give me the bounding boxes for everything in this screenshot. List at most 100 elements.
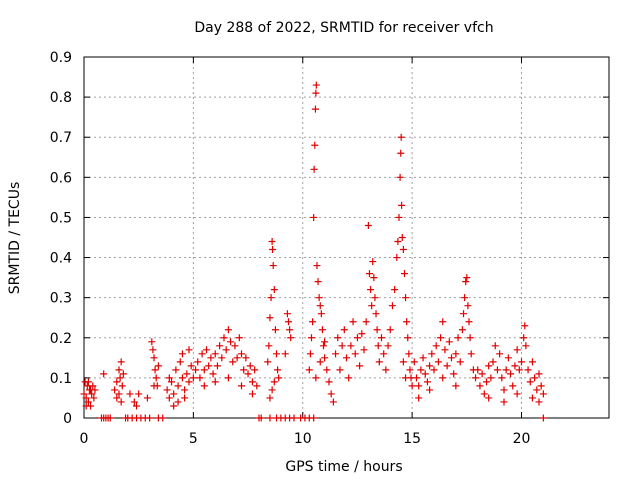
- data-point: [378, 334, 385, 342]
- data-point: [238, 382, 245, 390]
- data-point: [364, 221, 372, 229]
- data-point: [268, 386, 276, 394]
- data-point: [478, 370, 486, 378]
- data-point: [466, 334, 474, 342]
- data-point: [189, 374, 197, 382]
- data-point: [181, 394, 189, 402]
- data-point: [329, 398, 337, 406]
- data-point: [463, 274, 471, 282]
- data-point: [181, 386, 189, 394]
- data-point: [539, 390, 547, 398]
- data-point: [84, 378, 92, 386]
- data-point: [467, 350, 475, 358]
- data-point: [244, 370, 252, 378]
- data-point: [113, 394, 121, 402]
- data-point: [373, 326, 381, 334]
- data-point: [406, 366, 414, 374]
- data-point: [380, 350, 388, 358]
- data-point: [426, 362, 434, 370]
- data-point: [194, 358, 202, 366]
- data-point: [507, 370, 515, 378]
- data-point: [369, 258, 377, 266]
- data-point: [80, 390, 88, 398]
- data-point: [356, 362, 364, 370]
- y-tick-label: 0.6: [50, 170, 72, 186]
- data-point: [135, 390, 143, 398]
- data-point: [200, 366, 208, 374]
- y-tick-label: 0.9: [50, 50, 72, 66]
- data-point: [118, 382, 126, 390]
- data-point: [375, 358, 383, 366]
- data-point: [231, 342, 239, 350]
- data-point: [476, 382, 484, 390]
- data-point: [464, 302, 472, 310]
- data-point: [89, 382, 97, 390]
- data-point: [242, 354, 250, 362]
- data-point: [275, 374, 283, 382]
- data-point: [372, 310, 380, 318]
- data-point: [90, 394, 98, 402]
- data-point: [360, 346, 368, 354]
- data-point: [483, 378, 490, 386]
- data-point: [264, 358, 272, 366]
- data-point: [336, 366, 344, 374]
- data-point: [314, 278, 322, 286]
- data-point: [404, 334, 412, 342]
- data-point: [205, 362, 213, 370]
- data-point: [310, 213, 318, 221]
- data-point: [371, 294, 379, 302]
- data-point: [312, 374, 320, 382]
- data-point: [432, 342, 440, 350]
- data-point: [203, 346, 210, 354]
- data-point: [345, 374, 353, 382]
- data-point: [174, 382, 182, 390]
- data-point: [351, 350, 359, 358]
- y-tick-label: 0.2: [50, 331, 72, 347]
- data-point: [526, 378, 534, 386]
- data-point: [533, 386, 541, 394]
- data-point: [224, 374, 232, 382]
- data-point: [368, 302, 376, 310]
- data-point: [395, 213, 403, 221]
- data-point: [403, 318, 411, 326]
- data-point: [349, 318, 357, 326]
- data-point: [316, 358, 324, 366]
- data-point: [515, 366, 523, 374]
- data-point: [426, 386, 434, 394]
- data-point: [325, 378, 333, 386]
- data-point: [165, 374, 173, 382]
- data-point: [196, 374, 204, 382]
- plot-frame: [83, 56, 610, 419]
- data-point: [159, 414, 167, 422]
- data-point: [502, 366, 510, 374]
- data-point: [321, 354, 329, 362]
- data-point: [358, 330, 366, 338]
- data-point: [265, 342, 273, 350]
- grid-lines: [84, 57, 609, 418]
- x-tick-labels: 0 5 10 15 20: [80, 431, 531, 447]
- data-point: [382, 366, 390, 374]
- data-point: [439, 374, 447, 382]
- data-point: [327, 390, 335, 398]
- data-point: [126, 390, 134, 398]
- data-point: [176, 358, 184, 366]
- data-point: [456, 358, 464, 366]
- data-point: [274, 366, 282, 374]
- data-point: [500, 386, 508, 394]
- data-point: [178, 350, 186, 358]
- data-point: [312, 89, 320, 97]
- data-point: [443, 362, 451, 370]
- data-point: [399, 246, 407, 254]
- data-point: [235, 334, 243, 342]
- data-point: [454, 334, 462, 342]
- data-point: [460, 310, 468, 318]
- data-point: [286, 326, 294, 334]
- axis-ticks: [83, 56, 609, 419]
- data-point: [489, 358, 497, 366]
- data-point: [211, 378, 219, 386]
- data-point: [320, 342, 328, 350]
- data-point: [170, 390, 178, 398]
- data-point: [394, 238, 402, 246]
- data-point: [472, 374, 480, 382]
- data-point: [522, 342, 530, 350]
